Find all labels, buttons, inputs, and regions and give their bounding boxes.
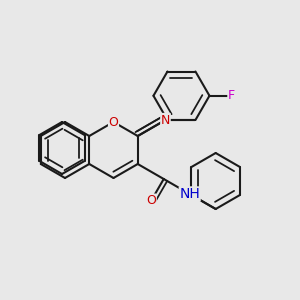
Text: O: O: [109, 116, 118, 128]
Text: O: O: [146, 194, 156, 207]
Text: N: N: [161, 113, 170, 127]
Text: F: F: [228, 89, 235, 102]
Text: NH: NH: [179, 187, 200, 201]
